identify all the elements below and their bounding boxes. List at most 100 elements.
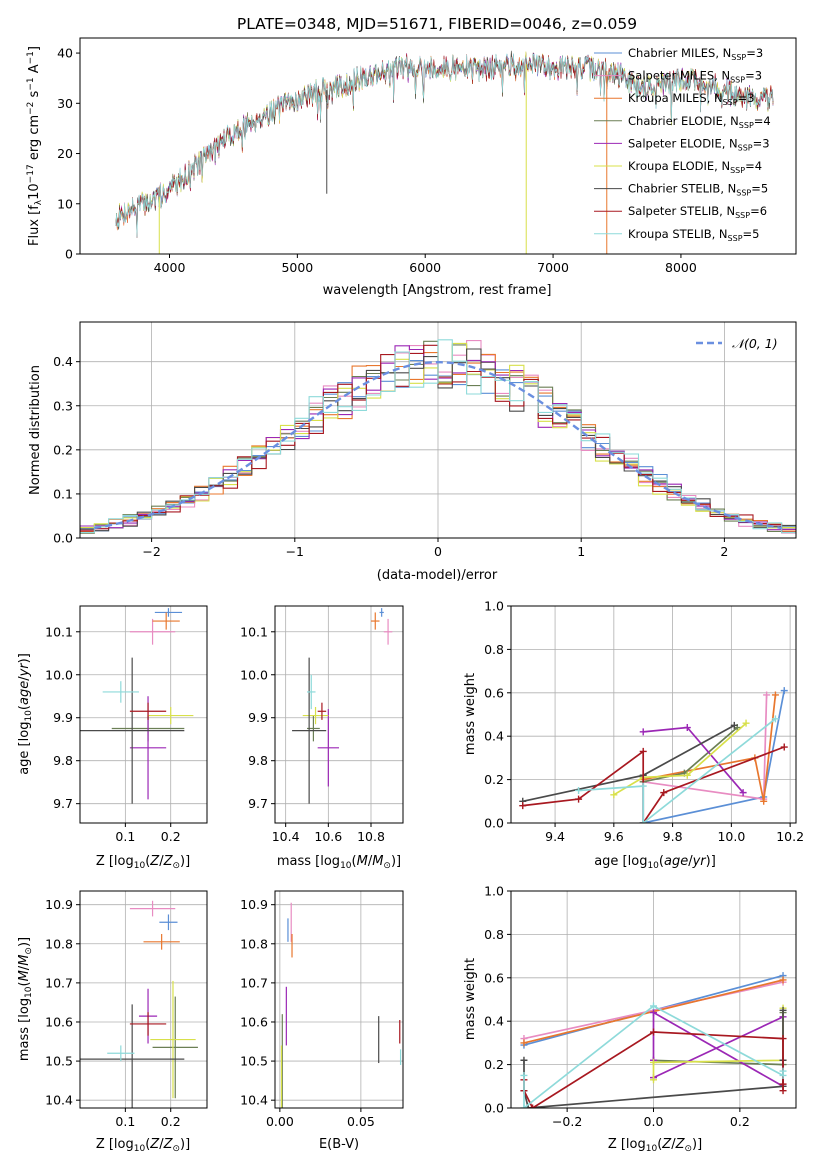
spectrum-xtick-label: 8000 (665, 260, 697, 275)
series-marker (763, 691, 771, 699)
mass_vs_ebv-ytick-label: 10.6 (240, 1014, 268, 1029)
spectrum-frame (79, 37, 797, 255)
weight_vs_Z-ytick-label: 0.4 (484, 1014, 504, 1029)
legend-label: Salpeter STELIB, NSSP=6 (628, 204, 767, 220)
age_vs_mass-point-salpeter_stelib (317, 702, 327, 720)
spectrum-xtick-label: 6000 (409, 260, 441, 275)
age_vs_mass-point-kroupa_elodie (302, 706, 329, 725)
spectrum-ytick-label: 10 (57, 196, 73, 211)
figure-title: PLATE=0348, MJD=51671, FIBERID=0046, z=0… (237, 15, 637, 33)
age-vs-z-ylabel: age [log10(age/yr)] (17, 653, 34, 775)
age_vs_Z-point-kroupa_elodie (148, 706, 194, 725)
legend-entry-chabrier_miles: Chabrier MILES, NSSP=3 (594, 46, 763, 62)
weight_vs_age-ytick-label: 0.4 (484, 729, 504, 744)
age_vs_mass-point-salpeter_elodie (317, 709, 339, 787)
series-line (522, 746, 785, 823)
weight_vs_Z-ytick-label: 0.0 (484, 1101, 504, 1116)
mass_vs_Z-ytick-label: 10.4 (45, 1093, 73, 1108)
age_vs_mass-marks (292, 608, 393, 804)
weight-vs-age-ylabel: mass weight (463, 673, 478, 755)
weight_vs_Z-ytick-label: 0.6 (484, 970, 504, 985)
spectrum-marks (115, 50, 774, 254)
mass-vs-z-xlabel: Z [log10(Z/Z⊙)] (96, 1137, 190, 1154)
series-marker (520, 1056, 528, 1064)
legend-label-normal: 𝒩(0, 1) (732, 336, 778, 351)
weight_vs_age-xtick-label: 9.6 (604, 829, 624, 844)
series-line (613, 722, 747, 796)
series-marker (739, 789, 747, 797)
weight_vs_age-series-kroupa_stelib (575, 715, 779, 823)
mass_vs_Z-ytick-label: 10.7 (45, 975, 73, 990)
weight-vs-z-ylabel: mass weight (463, 958, 478, 1040)
series-line (652, 1011, 784, 1088)
residuals-ytick-label: 0.2 (53, 442, 73, 457)
weight_vs_Z-marks (520, 972, 787, 1108)
legend-label: Kroupa STELIB, NSSP=5 (628, 227, 759, 243)
mass-vs-ebv-panel: 0.00 0.05 10.4 10.5 10.6 10.7 10.8 10.9 E(B-V) (240, 890, 404, 1152)
legend-label: Chabrier MILES, NSSP=3 (628, 46, 763, 62)
weight_vs_age-series-kroupa_elodie (610, 719, 750, 799)
series-marker (683, 724, 691, 732)
legend-entry-chabrier_elodie: Chabrier ELODIE, NSSP=4 (594, 114, 771, 130)
mass_vs_Z-marks (80, 900, 198, 1108)
weight_vs_age-frame (510, 605, 797, 824)
age_vs_mass-ytick-label: 9.7 (248, 796, 268, 811)
legend-label: Salpeter MILES, NSSP=3 (628, 69, 762, 85)
weight_vs_Z-xtick-label: 0.0 (644, 1114, 664, 1129)
series-marker (760, 797, 768, 805)
series-marker (650, 1002, 657, 1010)
residuals-plot-area: −2 −1 0 1 2 0.0 0.1 0.2 0.3 0.4 𝒩(0, 1) (53, 321, 797, 559)
age_vs_Z-point-kroupa_stelib (102, 681, 139, 703)
mass-vs-ebv-xlabel: E(B-V) (319, 1137, 359, 1152)
age_vs_Z-xtick-label: 0.1 (115, 829, 135, 844)
weight_vs_Z-series-kroupa_stelib (520, 1002, 787, 1108)
weight-vs-z-plot-area: −0.2 0.0 0.2 0.0 0.2 0.4 0.6 0.8 1.0 (484, 884, 797, 1129)
legend-entry-kroupa_miles: Kroupa MILES, NSSP=3 (594, 91, 754, 107)
residuals-xlabel: (data-model)/error (377, 568, 498, 583)
series-marker (779, 976, 787, 984)
weight_vs_age-series-kroupa_miles (639, 691, 779, 805)
weight_vs_Z-ytick-label: 0.8 (484, 927, 504, 942)
mass_vs_Z-xtick-label: 0.1 (115, 1114, 135, 1129)
normal-curve (94, 360, 782, 530)
series-marker (520, 1071, 528, 1079)
spectrum-panel: 4000 5000 6000 7000 8000 0 10 20 30 40 Chabrier M… (26, 37, 797, 298)
mass_vs_Z-point-chabrier_elodie (152, 996, 198, 1099)
residuals-ylabel: Normed distribution (28, 365, 43, 495)
weight-vs-age-xlabel: age [log10(age/yr)] (594, 854, 716, 871)
weight-vs-age-panel: 9.4 9.6 9.8 10.0 10.2 0.0 0.2 0.4 0.6 0.8 1.0 age … (463, 599, 804, 872)
residuals-panel: −2 −1 0 1 2 0.0 0.1 0.2 0.3 0.4 𝒩(0, 1) (data-mode… (28, 321, 797, 583)
legend-entry-salpeter_elodie: Salpeter ELODIE, NSSP=3 (594, 136, 770, 152)
series-marker (639, 747, 647, 755)
mass_vs_Z-point-kroupa_elodie (150, 980, 196, 1099)
age_vs_mass-point-kroupa_miles (371, 612, 380, 630)
mass_vs_ebv-ytick-label: 10.7 (240, 975, 268, 990)
age-vs-mass-xlabel: mass [log10(M/M⊙)] (277, 854, 401, 871)
series-marker (771, 715, 779, 723)
weight-vs-z-xlabel: Z [log10(Z/Z⊙)] (608, 1137, 702, 1154)
series-marker (771, 691, 779, 699)
series-marker (639, 782, 647, 790)
age-vs-mass-panel: 10.4 10.6 10.8 9.7 9.8 9.9 10.0 10.1 mass [log1… (240, 605, 404, 871)
mass_vs_Z-point-kroupa_miles (143, 934, 180, 950)
weight_vs_age-xtick-label: 9.8 (663, 829, 683, 844)
legend-label: Kroupa MILES, NSSP=3 (628, 91, 754, 107)
series-marker (650, 1028, 657, 1036)
series-marker (639, 819, 647, 823)
age-vs-z-panel: 0.1 0.29.79.89.910.010.1 Z [log10(Z/Z⊙)] … (17, 605, 208, 871)
spectrum-xtick-label: 4000 (154, 260, 186, 275)
weight_vs_age-xtick-label: 9.4 (545, 829, 565, 844)
age_vs_mass-point-chabrier_stelib (292, 657, 327, 804)
weight_vs_age-series-chabrier_stelib (519, 721, 738, 805)
spectrum-legend: Chabrier MILES, NSSP=3 Salpeter MILES, NS… (594, 46, 771, 243)
mass_vs_Z-ytick-label: 10.8 (45, 936, 73, 951)
series-marker (650, 1058, 657, 1066)
residuals-ytick-label: 0.4 (53, 354, 73, 369)
age-vs-z-plot-area: 0.1 0.2 9.7 9.8 9.9 10.0 10.1 (45, 605, 208, 844)
age_vs_mass-ytick-label: 10.1 (240, 624, 268, 639)
age_vs_Z-point-salpeter_miles (129, 618, 176, 645)
weight_vs_Z-ytick-label: 0.2 (484, 1057, 504, 1072)
weight_vs_age-xtick-label: 10.0 (717, 829, 745, 844)
spectrum-ytick-label: 30 (57, 96, 73, 111)
series-marker (780, 743, 788, 751)
